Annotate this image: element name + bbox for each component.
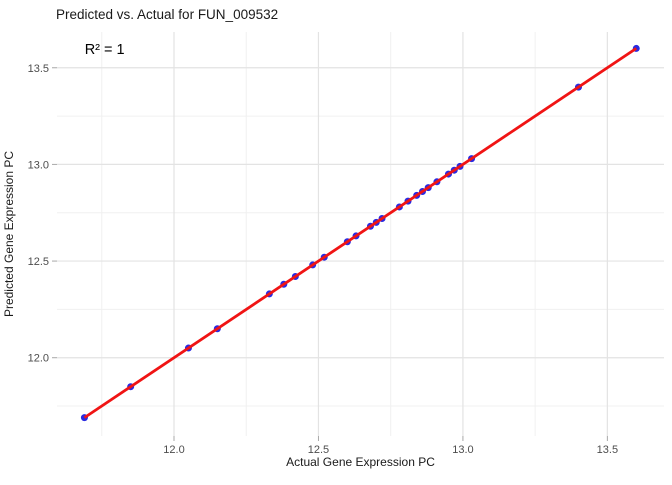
x-tick-label: 13.0 xyxy=(452,444,473,456)
y-tick-label: 13.0 xyxy=(28,159,49,171)
x-tick-label: 13.5 xyxy=(597,444,618,456)
r-squared-annotation: R² = 1 xyxy=(84,42,125,59)
y-tick-label: 12.5 xyxy=(28,256,49,268)
regression-line xyxy=(83,47,638,419)
y-axis-title: Predicted Gene Expression PC xyxy=(2,150,16,318)
plot-title: Predicted vs. Actual for FUN_009532 xyxy=(56,7,279,22)
x-tick-label: 12.0 xyxy=(163,444,184,456)
x-axis-title: Actual Gene Expression PC xyxy=(286,455,435,469)
y-tick-label: 13.5 xyxy=(28,63,49,75)
y-tick-label: 12.0 xyxy=(28,353,49,365)
x-tick-label: 12.5 xyxy=(308,444,329,456)
